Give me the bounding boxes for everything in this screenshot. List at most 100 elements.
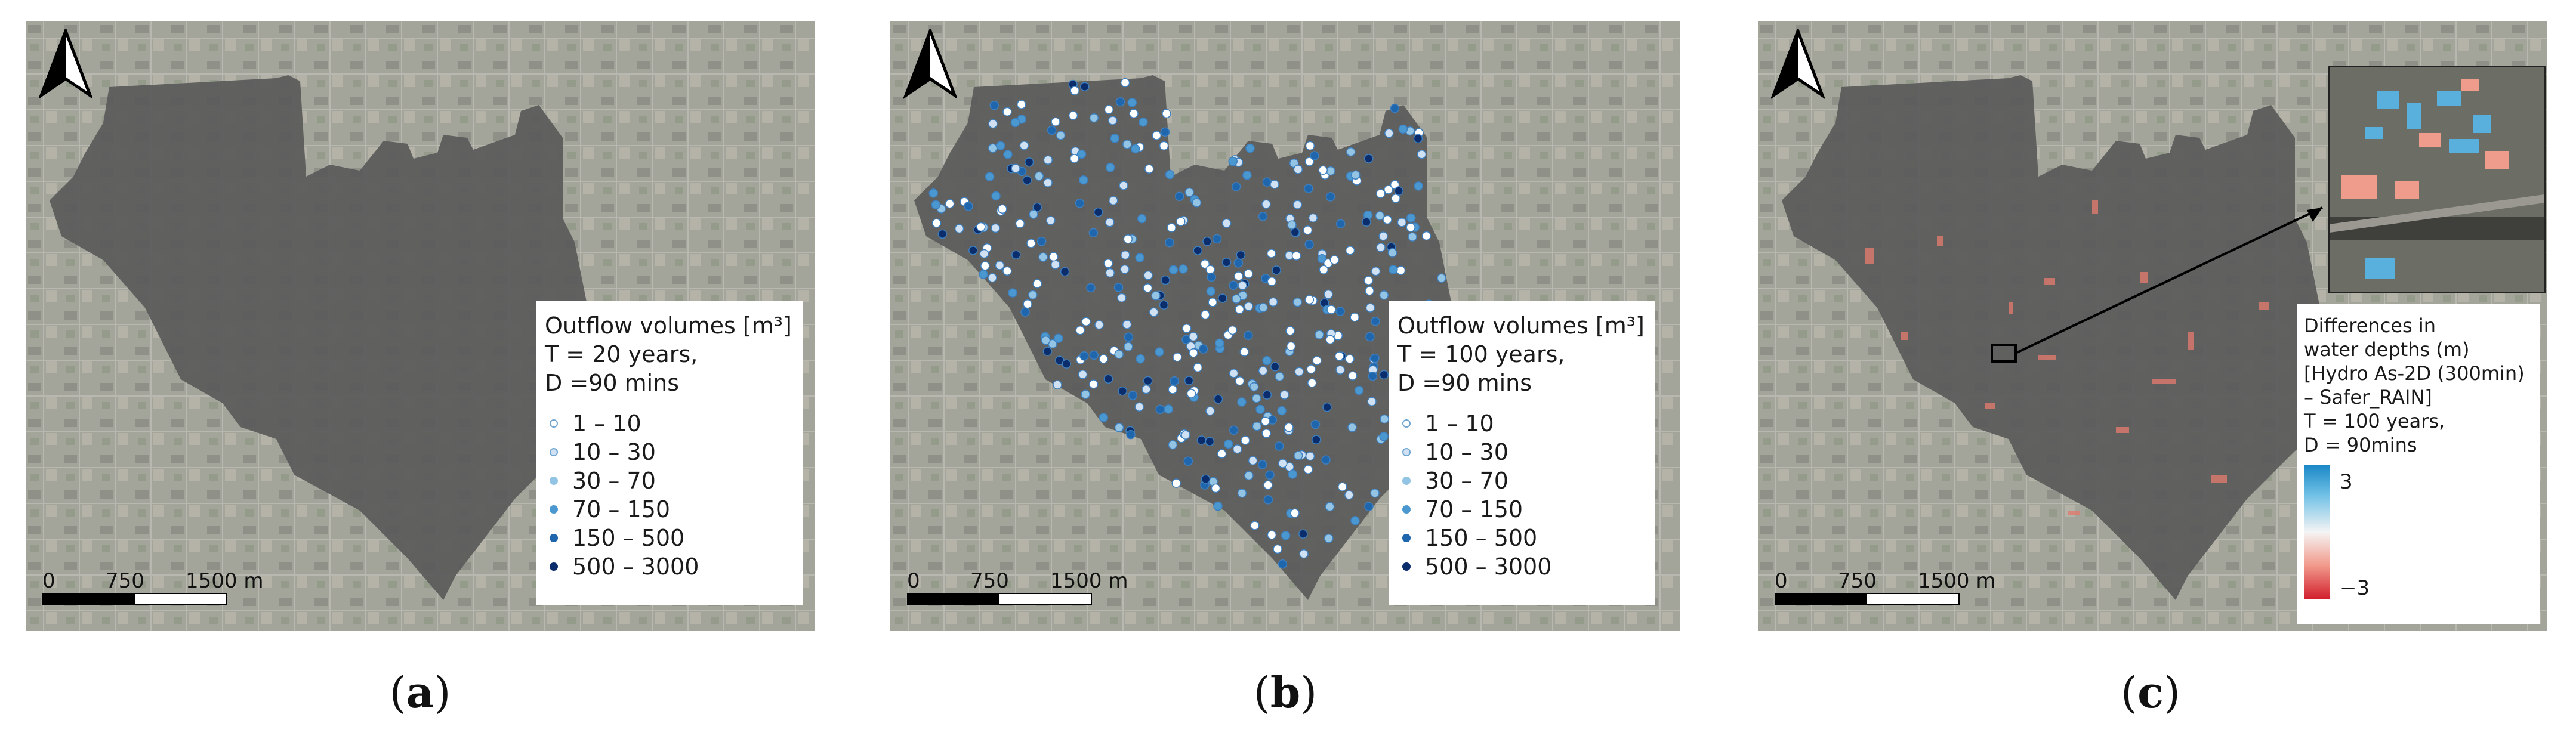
outflow-point	[1421, 231, 1432, 241]
outflow-point	[1213, 501, 1223, 511]
outflow-point	[1249, 382, 1259, 392]
outflow-point	[1167, 223, 1176, 233]
outflow-point	[1244, 330, 1253, 341]
legend-item: 30 – 70	[545, 466, 794, 495]
outflow-point	[1114, 423, 1124, 432]
outflow-point	[1251, 394, 1261, 403]
outflow-point	[1325, 502, 1335, 512]
outflow-point	[1237, 397, 1247, 407]
outflow-point	[1104, 104, 1114, 115]
outflow-point	[1294, 367, 1304, 376]
outflow-point	[1365, 303, 1375, 313]
outflow-point	[1053, 333, 1063, 343]
outflow-point	[1161, 275, 1170, 285]
outflow-point	[991, 223, 1001, 233]
outflow-point	[1120, 264, 1130, 274]
outflow-point	[1130, 144, 1140, 154]
outflow-point	[1370, 489, 1380, 498]
outflow-point	[1205, 437, 1215, 446]
outflow-point	[1011, 163, 1020, 174]
outflow-point	[985, 172, 995, 181]
outflow-point	[1142, 384, 1151, 394]
outflow-point	[1143, 283, 1153, 293]
legend-item: 1 – 10	[545, 409, 794, 438]
outflow-point	[1214, 338, 1224, 348]
outflow-point	[1117, 293, 1127, 303]
outflow-point	[980, 261, 990, 271]
outflow-point	[1134, 402, 1144, 412]
outflow-point	[1119, 181, 1128, 190]
outflow-point	[1176, 217, 1186, 227]
outflow-point	[1287, 220, 1297, 230]
outflow-point	[1270, 180, 1279, 189]
outflow-point	[1022, 175, 1032, 185]
outflow-point	[1233, 271, 1244, 281]
outflow-point	[1068, 110, 1078, 120]
outflow-point	[1105, 217, 1115, 227]
legend-item: 30 – 70	[1397, 466, 1647, 495]
outflow-point	[1221, 218, 1232, 228]
outflow-point	[1292, 200, 1303, 209]
outflow-point	[1076, 149, 1087, 159]
ramp-min-label: −3	[2340, 576, 2370, 600]
outflow-point	[1114, 350, 1124, 359]
outflow-point	[1200, 259, 1210, 269]
outflow-point	[1034, 171, 1044, 181]
outflow-point	[937, 229, 948, 239]
outflow-point	[1088, 228, 1099, 238]
outflow-point	[1379, 370, 1389, 380]
outflow-point	[1193, 246, 1203, 255]
outflow-point	[1304, 184, 1313, 193]
outflow-point	[1212, 234, 1222, 244]
outflow-point	[1379, 290, 1389, 300]
outflow-point	[1036, 236, 1047, 246]
outflow-point	[1193, 363, 1203, 373]
outflow-point	[1317, 254, 1327, 264]
outflow-point	[1170, 376, 1179, 386]
outflow-point	[1206, 286, 1216, 296]
outflow-point	[1265, 470, 1275, 480]
outflow-point	[1347, 422, 1357, 432]
outflow-point	[1379, 431, 1389, 441]
outflow-point	[1233, 258, 1244, 268]
outflow-point	[1079, 351, 1089, 361]
outflow-point	[1086, 283, 1096, 293]
outflow-point	[1437, 273, 1446, 283]
outflow-point	[1121, 250, 1130, 260]
outflow-point	[1347, 371, 1358, 381]
outflow-point	[1258, 460, 1267, 469]
outflow-point	[976, 222, 986, 232]
outflow-point	[1325, 335, 1335, 345]
outflow-point	[1365, 332, 1375, 342]
outflow-point	[1124, 342, 1133, 351]
outflow-point	[979, 249, 989, 259]
outflow-point	[1270, 362, 1280, 372]
outflow-point	[1189, 348, 1198, 358]
outflow-point	[988, 273, 997, 283]
outflow-point	[1189, 332, 1198, 342]
legend-item: 500 – 3000	[1397, 552, 1647, 581]
outflow-point	[1002, 266, 1012, 276]
outflow-point	[1244, 471, 1254, 481]
outflow-point	[1122, 140, 1132, 149]
outflow-point	[1244, 301, 1254, 311]
outflow-point	[1020, 307, 1030, 317]
caption-b: (b)	[1253, 667, 1318, 718]
outflow-point	[1344, 490, 1354, 500]
outflow-point	[1384, 185, 1393, 194]
outflow-point	[1321, 455, 1331, 465]
outflow-point	[1160, 127, 1170, 137]
outflow-point	[1304, 157, 1315, 166]
outflow-point	[1292, 297, 1303, 307]
outflow-point	[1413, 134, 1423, 144]
outflow-point	[1159, 141, 1169, 151]
outflow-point	[1217, 449, 1227, 459]
outflow-point	[1293, 450, 1303, 460]
outflow-point	[1277, 406, 1287, 416]
outflow-point	[1367, 397, 1377, 406]
outflow-point	[1108, 196, 1118, 206]
outflow-point	[1028, 290, 1038, 300]
outflow-point	[1262, 177, 1272, 187]
outflow-point	[1335, 219, 1346, 229]
outflow-point	[1105, 163, 1115, 172]
